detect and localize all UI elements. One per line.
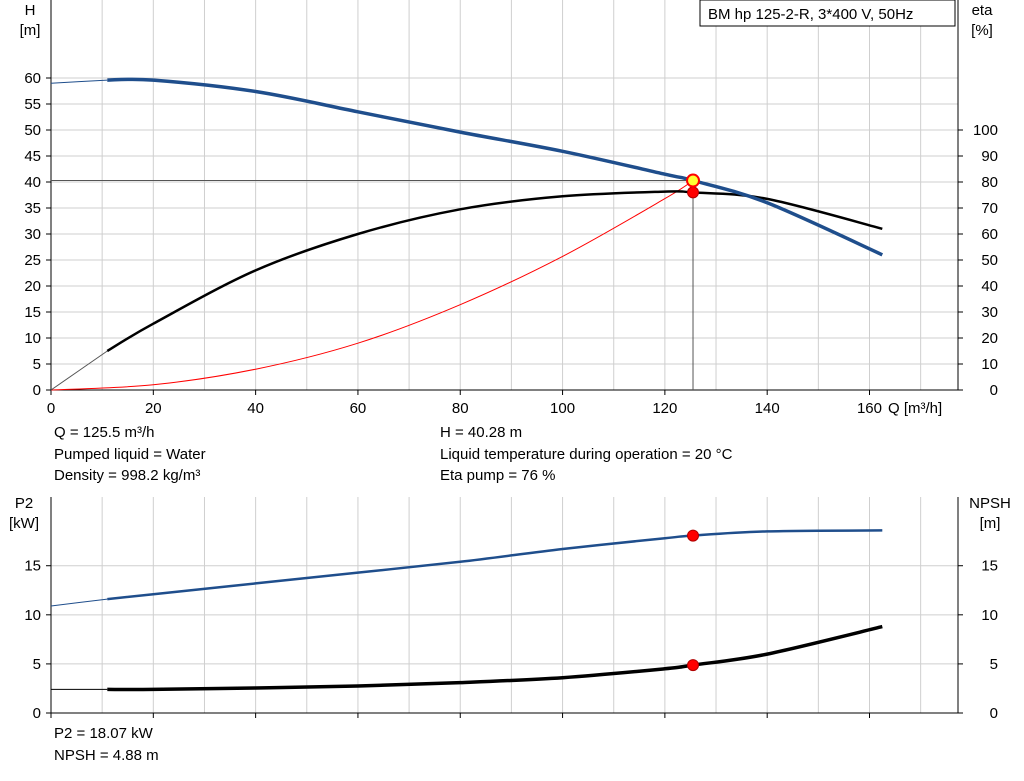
- title-box: [699, 0, 956, 27]
- top-tick-label-right: 20: [981, 330, 998, 347]
- npsh-operating-point: [687, 659, 700, 672]
- top-tick-label-left: 20: [24, 278, 41, 295]
- top-tick-label-right: 100: [973, 122, 998, 139]
- h-operating-point: [686, 173, 701, 188]
- y-right-title-npsh: NPSH: [969, 495, 1011, 512]
- top-tick-label-x: 40: [247, 400, 264, 417]
- top-tick-label-left: 60: [24, 70, 41, 87]
- y-left-unit: [m]: [20, 22, 41, 39]
- top-tick-label-x: 100: [550, 400, 575, 417]
- eta-curve-extrapolated: [50, 350, 108, 391]
- eta-curve: [106, 190, 883, 353]
- top-tick-label-right: 60: [981, 226, 998, 243]
- info-npsh: NPSH = 4.88 m: [54, 747, 159, 764]
- p2-operating-point: [687, 529, 700, 542]
- info-head: H = 40.28 m: [440, 424, 523, 441]
- x-axis-label: Q [m³/h]: [888, 400, 942, 417]
- top-tick-label-x: 60: [350, 400, 367, 417]
- top-tick-label-x: 120: [652, 400, 677, 417]
- y-right-unit: [%]: [971, 22, 993, 39]
- power-npsh-chart: 0 5 10 15 0 5 10 15 P2 [kW] NPSH [m]: [9, 495, 1011, 722]
- p2-curve-extrapolated: [50, 598, 108, 607]
- bot-tick-label-left: 5: [33, 656, 41, 673]
- bot-tick-label-right: 10: [981, 607, 998, 624]
- system-curve: [50, 180, 694, 391]
- bot-tick-label-right: 5: [990, 656, 998, 673]
- top-tick-label-left: 50: [24, 122, 41, 139]
- top-tick-label-left: 15: [24, 304, 41, 321]
- y-right-unit-npsh: [m]: [980, 515, 1001, 532]
- h-curve: [107, 77, 884, 257]
- eta-operating-point: [687, 186, 700, 199]
- top-tick-label-left: 45: [24, 148, 41, 165]
- top-tick-label-right: 90: [981, 148, 998, 165]
- bot-tick-label-left: 10: [24, 607, 41, 624]
- y-left-unit-p2: [kW]: [9, 515, 39, 532]
- p2-curve: [107, 529, 883, 601]
- performance-chart: 0 5 10 15 20 25 30 35 40 45 50 55 60 0 10 20 30 40 50 60 70 8…: [20, 0, 998, 417]
- y-left-title: H: [25, 2, 36, 19]
- info-pumped-liquid: Pumped liquid = Water: [54, 446, 206, 463]
- bot-tick-label-left: 15: [24, 558, 41, 575]
- info-eta-pump: Eta pump = 76 %: [440, 467, 556, 484]
- top-tick-label-right: 50: [981, 252, 998, 269]
- top-tick-label-right: 0: [990, 382, 998, 399]
- top-tick-label-x: 80: [452, 400, 469, 417]
- top-tick-label-left: 40: [24, 174, 41, 191]
- bot-tick-label-left: 0: [33, 705, 41, 722]
- top-tick-label-left: 30: [24, 226, 41, 243]
- top-tick-label-right: 80: [981, 174, 998, 191]
- top-tick-label-right: 70: [981, 200, 998, 217]
- top-tick-label-left: 0: [33, 382, 41, 399]
- bot-tick-label-right: 15: [981, 558, 998, 575]
- top-tick-label-right: 10: [981, 356, 998, 373]
- top-tick-label-left: 5: [33, 356, 41, 373]
- y-right-title: eta: [972, 2, 994, 19]
- info-density: Density = 998.2 kg/m³: [54, 467, 201, 484]
- title-box-text: BM hp 125-2-R, 3*400 V, 50Hz: [708, 6, 913, 23]
- top-tick-label-right: 30: [981, 304, 998, 321]
- top-tick-label-x: 20: [145, 400, 162, 417]
- h-curve-extrapolated: [50, 79, 108, 84]
- y-left-title-p2: P2: [15, 495, 33, 512]
- top-tick-label-x: 0: [47, 400, 55, 417]
- top-tick-label-left: 55: [24, 96, 41, 113]
- npsh-curve: [107, 624, 883, 692]
- top-tick-label-right: 40: [981, 278, 998, 295]
- top-tick-label-x: 140: [755, 400, 780, 417]
- top-tick-label-left: 35: [24, 200, 41, 217]
- info-p2: P2 = 18.07 kW: [54, 725, 153, 742]
- top-tick-label-left: 10: [24, 330, 41, 347]
- top-tick-label-left: 25: [24, 252, 41, 269]
- info-flow: Q = 125.5 m³/h: [54, 424, 155, 441]
- bot-tick-label-right: 0: [990, 705, 998, 722]
- top-tick-label-x: 160: [857, 400, 882, 417]
- info-liquid-temperature: Liquid temperature during operation = 20…: [440, 446, 733, 463]
